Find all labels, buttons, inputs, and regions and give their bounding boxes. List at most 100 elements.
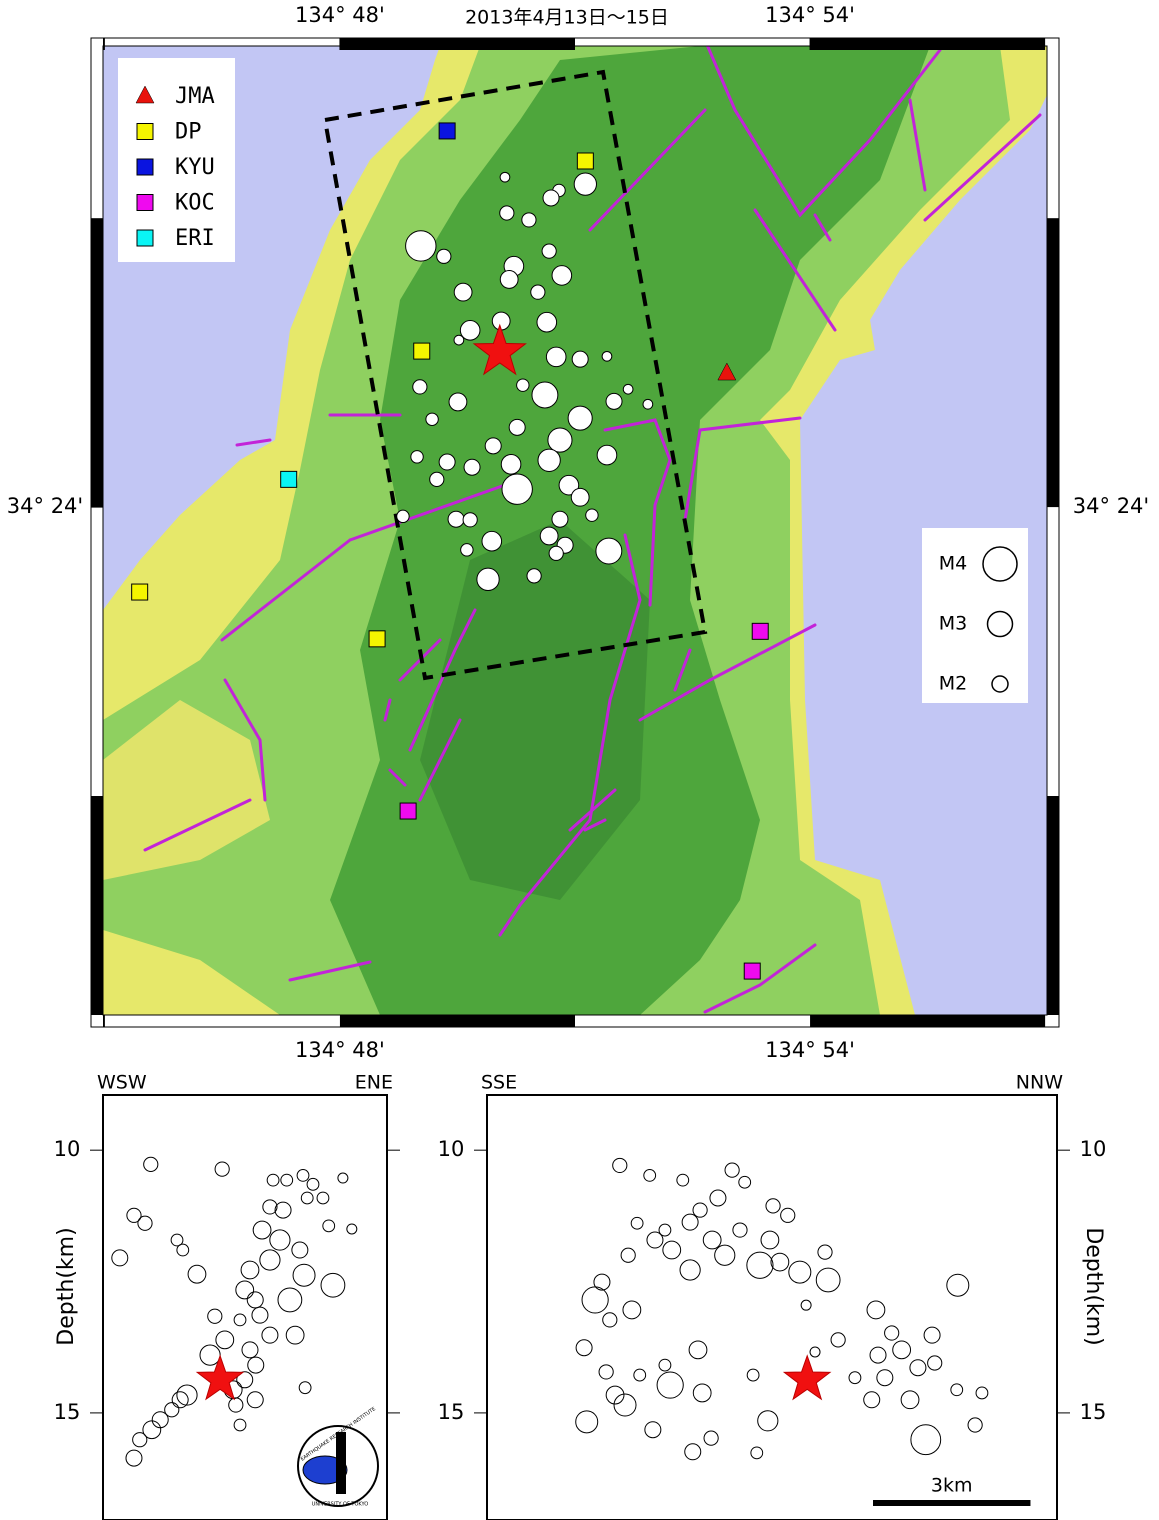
legend-label: KOC xyxy=(175,191,215,216)
hypocenter xyxy=(132,1432,148,1448)
epicenter xyxy=(448,392,468,412)
hypocenter xyxy=(292,1263,316,1287)
hypocenter xyxy=(261,1326,279,1344)
hypocenter xyxy=(688,1340,708,1360)
hypocenter xyxy=(137,1215,153,1231)
mainshock xyxy=(472,323,527,376)
legend-symbol xyxy=(136,229,154,247)
hypocenter xyxy=(830,1332,846,1348)
station xyxy=(131,583,149,601)
epicenter xyxy=(499,270,519,289)
hypocenter xyxy=(241,1341,259,1359)
study-area xyxy=(322,69,708,681)
hypocenter xyxy=(320,1272,346,1298)
y-tick-label: 15 xyxy=(1080,1400,1107,1424)
epicenter xyxy=(499,205,515,221)
hypocenter xyxy=(171,1391,189,1409)
hypocenter xyxy=(280,1173,294,1187)
hypocenter xyxy=(946,1273,970,1297)
magnitude-symbol xyxy=(986,610,1014,638)
epicenter xyxy=(585,508,599,522)
hypocenter xyxy=(692,1383,712,1403)
hypocenter xyxy=(215,1330,235,1350)
station xyxy=(438,122,456,140)
hypocenter xyxy=(967,1417,983,1433)
hypocenter xyxy=(236,1371,254,1389)
epicenter xyxy=(481,530,503,552)
hypocenter xyxy=(296,1168,310,1182)
hypocenter xyxy=(187,1264,207,1284)
x-tick-label: 134° 48' xyxy=(295,1038,385,1062)
hypocenter xyxy=(643,1168,657,1182)
frame-bar xyxy=(810,38,1046,50)
logo: EARTHQUAKE RESEARCH INSTITUTEUNIVERSITY … xyxy=(297,1406,379,1508)
hypocenter xyxy=(703,1430,719,1446)
magnitude-label: M4 xyxy=(939,553,967,575)
legend-symbol xyxy=(136,123,154,140)
epicenter xyxy=(521,212,537,228)
hypocenter xyxy=(815,1267,841,1293)
hypocenter xyxy=(300,1191,314,1205)
y-tick-label: 34° 24' xyxy=(7,494,83,518)
scale-bar-label: 3km xyxy=(931,1475,973,1497)
station xyxy=(717,362,737,381)
frame-bar xyxy=(1047,218,1059,508)
hypocenter xyxy=(676,1173,690,1187)
epicenter xyxy=(537,448,561,472)
epicenter xyxy=(453,334,465,346)
hypocenter xyxy=(746,1251,774,1279)
epicenter xyxy=(595,537,623,565)
hypocenter xyxy=(630,1216,644,1230)
station xyxy=(743,962,761,980)
hypocenter xyxy=(143,1156,159,1172)
hypocenter xyxy=(274,1201,292,1219)
epicenter xyxy=(425,412,439,426)
epicenter xyxy=(530,284,546,300)
epicenter xyxy=(542,189,560,207)
hypocenter xyxy=(252,1220,272,1240)
epicenter xyxy=(570,487,590,507)
hypocenter xyxy=(760,1230,780,1250)
y-tick-label: 10 xyxy=(54,1137,81,1161)
epicenter xyxy=(429,471,445,487)
frame-bar xyxy=(91,218,103,508)
epicenter xyxy=(500,454,522,475)
hypocenter xyxy=(975,1386,989,1400)
hypocenter xyxy=(322,1219,336,1233)
legend-symbol xyxy=(135,85,155,104)
epicenter xyxy=(491,311,511,331)
station xyxy=(399,802,417,820)
magnitude-symbol xyxy=(982,546,1018,582)
x-tick-label: 134° 54' xyxy=(765,1038,855,1062)
epicenter xyxy=(453,282,473,302)
hypocenter xyxy=(262,1199,278,1215)
hypocenter xyxy=(620,1247,636,1263)
epicenter xyxy=(642,398,654,410)
hypocenter xyxy=(923,1326,941,1344)
hypocenter xyxy=(613,1393,637,1417)
hypocenter xyxy=(800,1299,812,1311)
legend-symbol xyxy=(136,194,154,211)
hypocenter xyxy=(866,1300,886,1320)
hypocenter xyxy=(247,1356,265,1374)
hypocenter xyxy=(869,1346,887,1364)
frame-bar xyxy=(810,1015,1046,1027)
hypocenters xyxy=(111,1156,358,1467)
y-tick-label: 15 xyxy=(54,1400,81,1424)
hypocenter xyxy=(622,1300,642,1320)
hypocenter xyxy=(277,1287,303,1313)
axis-label: Depth(km) xyxy=(54,1227,79,1345)
y-tick-label: 10 xyxy=(1080,1137,1107,1161)
epicenter xyxy=(567,405,593,431)
hypocenter xyxy=(602,1312,618,1328)
magnitude-label: M2 xyxy=(939,673,967,695)
frame-bar xyxy=(339,1015,575,1027)
epicenter xyxy=(596,444,618,466)
hypocenter xyxy=(291,1241,309,1259)
hypocenter xyxy=(746,1368,760,1382)
hypocenter xyxy=(233,1313,247,1327)
direction-label: WSW xyxy=(97,1072,147,1094)
epicenter xyxy=(558,474,580,496)
hypocenter xyxy=(909,1359,927,1377)
hypocenter xyxy=(269,1229,291,1251)
